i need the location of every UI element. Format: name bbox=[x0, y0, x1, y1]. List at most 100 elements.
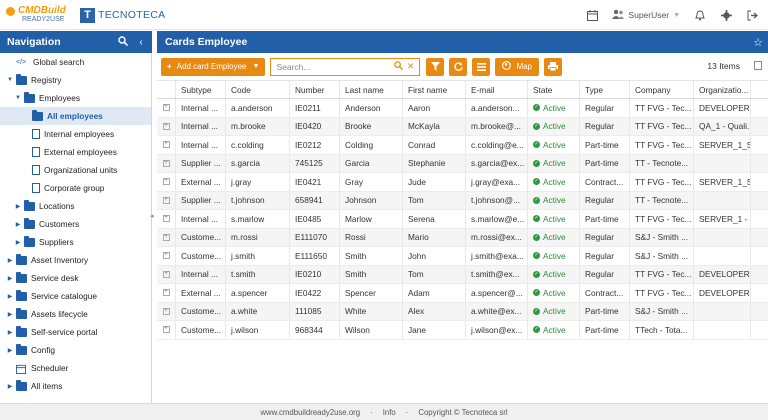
sidebar-item-self-service-portal[interactable]: ▶ Self-service portal bbox=[0, 323, 151, 341]
expand-row-icon[interactable]: + bbox=[162, 270, 170, 278]
footer-info-link[interactable]: Info bbox=[382, 407, 396, 417]
expand-row-icon[interactable]: + bbox=[162, 252, 170, 260]
chevron-right-icon[interactable]: ▶ bbox=[7, 275, 13, 282]
table-row[interactable]: + Internal ... a.anderson IE0211 Anderson Aar… bbox=[157, 99, 768, 118]
sidebar-item-asset-inventory[interactable]: ▶ Asset Inventory bbox=[0, 251, 151, 269]
sidebar-item-suppliers[interactable]: ▶ Suppliers bbox=[0, 233, 151, 251]
table-row[interactable]: + Internal ... t.smith IE0210 Smith Tom t.smit… bbox=[157, 265, 768, 284]
expand-row-icon[interactable]: + bbox=[162, 122, 170, 130]
bell-icon[interactable] bbox=[694, 9, 706, 21]
row-expander-cell: + bbox=[157, 117, 176, 135]
search-icon[interactable] bbox=[394, 61, 403, 72]
sidebar-item-external-employees[interactable]: External employees bbox=[0, 143, 151, 161]
table-row[interactable]: + External ... a.spencer IE0422 Spencer Adam a… bbox=[157, 284, 768, 303]
sidebar-item-internal-employees[interactable]: Internal employees bbox=[0, 125, 151, 143]
sidebar-item-corporate-group[interactable]: Corporate group bbox=[0, 179, 151, 197]
chevron-right-icon[interactable]: ▶ bbox=[15, 239, 21, 246]
column-header-state[interactable]: State bbox=[528, 81, 580, 98]
sidebar-item-all-items[interactable]: ▶ All items bbox=[0, 377, 151, 395]
expand-row-icon[interactable]: + bbox=[162, 307, 170, 315]
sidebar-item-service-desk[interactable]: ▶ Service desk bbox=[0, 269, 151, 287]
tecnoteca-logo[interactable]: T TECNOTECA bbox=[80, 6, 165, 24]
table-row[interactable]: + Internal ... s.marlow IE0485 Marlow Serena s… bbox=[157, 210, 768, 229]
expand-row-icon[interactable]: + bbox=[162, 178, 170, 186]
globe-icon bbox=[502, 61, 512, 72]
chevron-right-icon[interactable]: ▶ bbox=[7, 293, 13, 300]
table-row[interactable]: + Supplier ... s.garcia 745125 Garcia Stephan… bbox=[157, 154, 768, 173]
expand-row-icon[interactable]: + bbox=[162, 215, 170, 223]
star-icon[interactable]: ☆ bbox=[753, 36, 763, 49]
collapse-sidebar-icon[interactable]: ‹ bbox=[139, 36, 143, 48]
footer-site-link[interactable]: www.cmdbuildready2use.org bbox=[260, 407, 361, 417]
chevron-down-icon[interactable]: ▼ bbox=[7, 77, 13, 83]
cmdbuild-logo[interactable]: CMDBuild READY2USE bbox=[6, 6, 68, 24]
chevron-right-icon[interactable]: ▶ bbox=[7, 383, 13, 390]
table-cell: IE0210 bbox=[290, 265, 340, 283]
column-header-last-name[interactable]: Last name bbox=[340, 81, 403, 98]
chevron-right-icon[interactable]: ▶ bbox=[15, 203, 21, 210]
refresh-button[interactable] bbox=[449, 57, 468, 76]
column-header-company[interactable]: Company bbox=[630, 81, 694, 98]
expand-row-icon[interactable]: + bbox=[162, 196, 170, 204]
column-header-number[interactable]: Number bbox=[290, 81, 340, 98]
panel-layout-icon[interactable] bbox=[754, 61, 762, 70]
gear-icon[interactable] bbox=[720, 9, 732, 21]
expand-row-icon[interactable]: + bbox=[162, 159, 170, 167]
menu-button[interactable] bbox=[472, 57, 491, 76]
user-menu[interactable]: SuperUser ▼ bbox=[612, 9, 680, 22]
sidebar-item-all-employees[interactable]: All employees bbox=[0, 107, 151, 125]
table-row[interactable]: + Internal ... m.brooke IE0420 Brooke McKayla… bbox=[157, 117, 768, 136]
expand-row-icon[interactable]: + bbox=[162, 141, 170, 149]
expand-row-icon[interactable]: + bbox=[162, 104, 170, 112]
clear-search-icon[interactable]: ✕ bbox=[406, 61, 415, 71]
chevron-right-icon[interactable]: ▶ bbox=[7, 347, 13, 354]
table-cell: Serena bbox=[403, 210, 466, 228]
table-cell: Smith bbox=[340, 247, 403, 265]
table-row[interactable]: + External ... j.gray IE0421 Gray Jude j.gray@… bbox=[157, 173, 768, 192]
column-header-type[interactable]: Type bbox=[580, 81, 630, 98]
column-header-code[interactable]: Code bbox=[226, 81, 290, 98]
sidebar-item-global-search[interactable]: </> Global search bbox=[0, 53, 151, 71]
sidebar-item-customers[interactable]: ▶ Customers bbox=[0, 215, 151, 233]
sidebar-item-scheduler[interactable]: Scheduler bbox=[0, 359, 151, 377]
chevron-down-icon[interactable]: ▼ bbox=[15, 95, 21, 101]
sidebar-item-service-catalogue[interactable]: ▶ Service catalogue bbox=[0, 287, 151, 305]
search-input[interactable] bbox=[276, 61, 390, 72]
chevron-right-icon[interactable]: ▶ bbox=[7, 257, 13, 264]
calendar-icon[interactable] bbox=[586, 9, 598, 21]
expand-row-icon[interactable]: + bbox=[162, 326, 170, 334]
sidebar-item-locations[interactable]: ▶ Locations bbox=[0, 197, 151, 215]
chevron-right-icon[interactable]: ▶ bbox=[15, 221, 21, 228]
table-row[interactable]: + Custome... m.rossi E111070 Rossi Mario m.ros… bbox=[157, 228, 768, 247]
add-card-button[interactable]: + Add card Employee ▼ bbox=[161, 57, 266, 76]
column-header-organizatio-[interactable]: Organizatio... bbox=[694, 81, 751, 98]
status-text: Active bbox=[543, 232, 566, 243]
print-button[interactable] bbox=[544, 57, 562, 76]
sidebar-item-config[interactable]: ▶ Config bbox=[0, 341, 151, 359]
sidebar-item-assets-lifecycle[interactable]: ▶ Assets lifecycle bbox=[0, 305, 151, 323]
table-cell: Stephanie bbox=[403, 154, 466, 172]
sidebar-item-organizational-units[interactable]: Organizational units bbox=[0, 161, 151, 179]
sidebar-splitter-handle[interactable]: ◂ bbox=[150, 213, 154, 220]
chevron-right-icon[interactable]: ▶ bbox=[7, 329, 13, 336]
table-cell: ✓ Active bbox=[528, 265, 580, 283]
column-header-subtype[interactable]: Subtype bbox=[176, 81, 226, 98]
expand-row-icon[interactable]: + bbox=[162, 289, 170, 297]
chevron-right-icon[interactable]: ▶ bbox=[7, 311, 13, 318]
expand-row-icon[interactable]: + bbox=[162, 233, 170, 241]
sidebar-item-registry[interactable]: ▼ Registry bbox=[0, 71, 151, 89]
table-row[interactable]: + Custome... j.wilson 968344 Wilson Jane j.wil… bbox=[157, 321, 768, 340]
filter-button[interactable] bbox=[426, 57, 445, 76]
logout-icon[interactable] bbox=[746, 9, 758, 21]
table-cell: Regular bbox=[580, 265, 630, 283]
column-header-first-name[interactable]: First name bbox=[403, 81, 466, 98]
table-row[interactable]: + Supplier ... t.johnson 658941 Johnson Tom t.… bbox=[157, 191, 768, 210]
column-header-e-mail[interactable]: E-mail bbox=[466, 81, 528, 98]
table-cell: a.white@ex... bbox=[466, 302, 528, 320]
search-icon[interactable] bbox=[116, 35, 130, 49]
map-button[interactable]: Map bbox=[495, 57, 539, 76]
table-row[interactable]: + Custome... a.white 111085 White Alex a.white… bbox=[157, 302, 768, 321]
sidebar-item-employees[interactable]: ▼ Employees bbox=[0, 89, 151, 107]
table-row[interactable]: + Custome... j.smith E111650 Smith John j.smit… bbox=[157, 247, 768, 266]
table-row[interactable]: + Internal ... c.colding IE0212 Colding Conra… bbox=[157, 136, 768, 155]
